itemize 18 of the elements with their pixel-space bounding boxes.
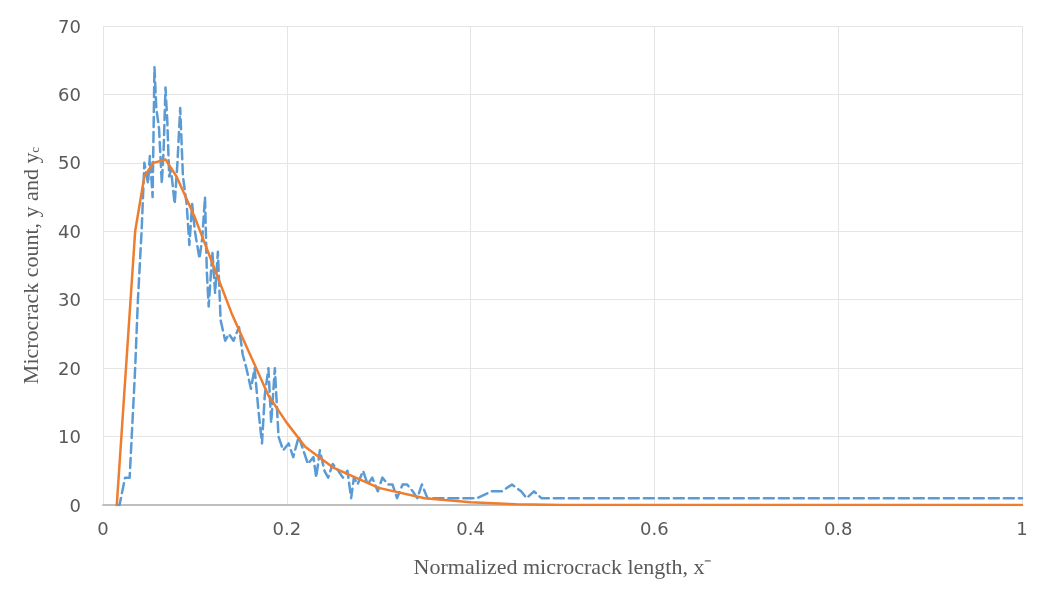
y-tick-label: 10 [58, 426, 81, 448]
x-tick-label: 0 [97, 517, 109, 539]
x-tick-label: 1 [1016, 517, 1028, 539]
x-axis-title: Normalized microcrack length, x⁻ [413, 553, 712, 579]
line-series [115, 65, 1024, 507]
y-tick-label: 0 [69, 494, 81, 516]
y-tick-label: 60 [58, 83, 81, 105]
line-series [115, 158, 1024, 507]
y-tick-label: 20 [58, 357, 81, 379]
y-tick-label: 70 [58, 15, 81, 37]
y-axis-title: Microcrack count, y and yc [17, 146, 43, 385]
y-tick-label: 40 [58, 220, 81, 242]
y-tick-label: 30 [58, 289, 81, 311]
x-tick-label: 0.8 [823, 517, 853, 539]
x-tick-label: 0.6 [640, 517, 669, 539]
y-tick-label: 50 [58, 152, 81, 174]
x-tick-label: 0.2 [272, 517, 302, 539]
x-tick-label: 0.4 [456, 517, 485, 539]
